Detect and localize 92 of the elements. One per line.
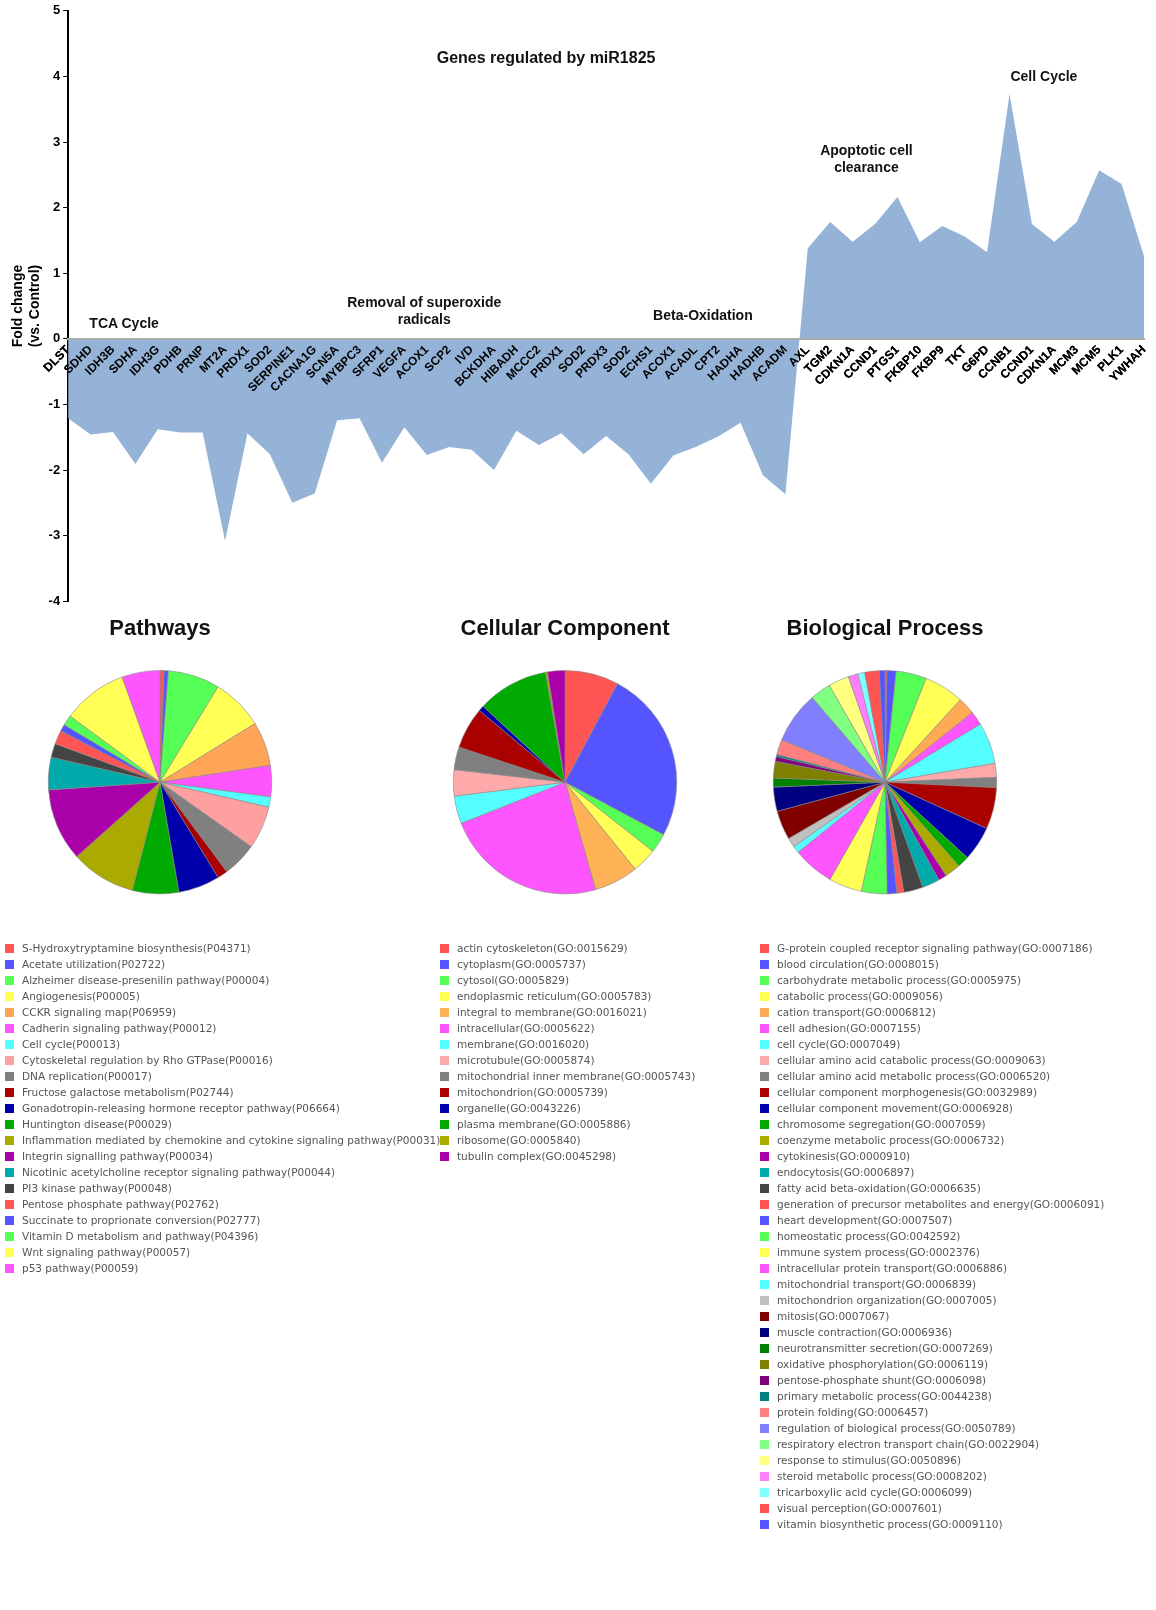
y-tick-label: 1 (52, 264, 61, 280)
y-tick-label: 2 (52, 199, 61, 215)
legend-label: muscle contraction(GO:0006936) (777, 1326, 953, 1338)
legend-label: response to stimulus(GO:0050896) (777, 1454, 962, 1466)
legend-label: blood circulation(GO:0008015) (777, 958, 939, 970)
annotation: Cell Cycle (1010, 67, 1078, 84)
legend-label: intracellular protein transport(GO:0006886) (777, 1262, 1008, 1274)
legend-label: G-protein coupled receptor signaling pathway(GO:0007186) (777, 942, 1093, 954)
legend-label: fatty acid beta-oxidation(GO:0006635) (777, 1182, 981, 1194)
legend-label: mitochondrial inner membrane(GO:0005743) (457, 1070, 696, 1082)
legend-label: endocytosis(GO:0006897) (777, 1166, 915, 1178)
legend-label: cellular component movement(GO:0006928) (777, 1102, 1013, 1114)
legend-label: visual perception(GO:0007601) (777, 1502, 942, 1514)
legend-label: Nicotinic acetylcholine receptor signaling pathway(P00044) (22, 1166, 336, 1178)
legend-label: Cadherin signaling pathway(P00012) (22, 1022, 217, 1034)
legend-label: mitochondrial transport(GO:0006839) (777, 1278, 977, 1290)
legend-label: Wnt signaling pathway(P00057) (22, 1246, 191, 1258)
legend-label: Fructose galactose metabolism(P02744) (22, 1086, 234, 1098)
legend-label: cell adhesion(GO:0007155) (777, 1022, 921, 1034)
legend-label: cellular amino acid catabolic process(GO:0009063) (777, 1054, 1046, 1066)
legend-label: actin cytoskeleton(GO:0015629) (457, 942, 628, 954)
y-tick-label: -3 (48, 527, 61, 543)
legend-label: oxidative phosphorylation(GO:0006119) (777, 1358, 989, 1370)
legend-label: Inflammation mediated by chemokine and cytokine signaling pathway(P00031) (22, 1134, 441, 1146)
legend-label: cytosol(GO:0005829) (457, 974, 570, 986)
legend-label: cell cycle(GO:0007049) (777, 1038, 901, 1050)
legend-label: cytokinesis(GO:0000910) (777, 1150, 911, 1162)
legend-label: mitochondrion organization(GO:0007005) (777, 1294, 997, 1306)
legend-label: neurotransmitter secretion(GO:0007269) (777, 1342, 993, 1354)
annotation: Removal of superoxide radicals (347, 294, 502, 328)
legend-label: cation transport(GO:0006812) (777, 1006, 936, 1018)
legend-label: S-Hydroxytryptamine biosynthesis(P04371) (22, 942, 251, 954)
legend-label: ribosome(GO:0005840) (457, 1134, 581, 1146)
legend-label: pentose-phosphate shunt(GO:0006098) (777, 1374, 987, 1386)
legend-label: immune system process(GO:0002376) (777, 1246, 980, 1258)
legend-label: coenzyme metabolic process(GO:0006732) (777, 1134, 1005, 1146)
legend-label: catabolic process(GO:0009056) (777, 990, 943, 1002)
legend-label: Alzheimer disease-presenilin pathway(P00004) (22, 974, 270, 986)
chart-title: Pathways (109, 615, 211, 641)
chart-title: Cellular Component (460, 615, 671, 641)
chart-title: Biological Process (786, 615, 984, 641)
legend-label: protein folding(GO:0006457) (777, 1406, 929, 1418)
legend-label: Huntington disease(P00029) (22, 1118, 172, 1130)
y-tick-label: 3 (52, 133, 61, 149)
legend-label: Gonadotropin-releasing hormone receptor pathway(P06664) (22, 1102, 340, 1114)
y-tick-label: -4 (48, 592, 61, 608)
legend-label: carbohydrate metabolic process(GO:0005975) (777, 974, 1022, 986)
legend-label: tubulin complex(GO:0045298) (457, 1150, 617, 1162)
legend-label: DNA replication(P00017) (22, 1070, 152, 1082)
y-tick-label: 5 (52, 2, 61, 18)
legend-label: Vitamin D metabolism and pathway(P04396) (22, 1230, 259, 1242)
legend-label: Cytoskeletal regulation by Rho GTPase(P00016) (22, 1054, 273, 1066)
legend-label: mitosis(GO:0007067) (777, 1310, 890, 1322)
legend-label: Integrin signalling pathway(P00034) (22, 1150, 213, 1162)
legend-label: organelle(GO:0043226) (457, 1102, 581, 1114)
legend-label: membrane(GO:0016020) (457, 1038, 590, 1050)
y-axis-title: Fold change (vs. Control) (9, 264, 43, 348)
annotation: Apoptotic cell clearance (820, 141, 913, 175)
legend-label: vitamin biosynthetic process(GO:0009110) (777, 1518, 1003, 1530)
legend-label: p53 pathway(P00059) (22, 1262, 139, 1274)
legend-label: generation of precursor metabolites and energy(GO:0006091) (777, 1198, 1105, 1210)
y-tick-label: 4 (52, 67, 61, 83)
legend-label: cellular amino acid metabolic process(GO:0006520) (777, 1070, 1051, 1082)
legend-label: respiratory electron transport chain(GO:0022904) (777, 1438, 1039, 1450)
legend-label: Acetate utilization(P02722) (22, 958, 166, 970)
legend-label: primary metabolic process(GO:0044238) (777, 1390, 992, 1402)
legend-label: Angiogenesis(P00005) (22, 990, 140, 1002)
legend-label: microtubule(GO:0005874) (457, 1054, 595, 1066)
y-tick-label: -2 (48, 461, 61, 477)
legend-label: Pentose phosphate pathway(P02762) (22, 1198, 219, 1210)
legend-label: tricarboxylic acid cycle(GO:0006099) (777, 1486, 972, 1498)
legend-label: heart development(GO:0007507) (777, 1214, 953, 1226)
legend-label: regulation of biological process(GO:0050789) (777, 1422, 1016, 1434)
legend-label: chromosome segregation(GO:0007059) (777, 1118, 986, 1130)
legend-label: intracellular(GO:0005622) (457, 1022, 595, 1034)
legend-label: cytoplasm(GO:0005737) (457, 958, 586, 970)
legend-label: PI3 kinase pathway(P00048) (22, 1182, 172, 1194)
annotation: Beta-Oxidation (653, 306, 753, 323)
legend-label: steroid metabolic process(GO:0008202) (777, 1470, 987, 1482)
y-tick-label: -1 (48, 395, 61, 411)
legend-label: plasma membrane(GO:0005886) (457, 1118, 631, 1130)
annotation: TCA Cycle (89, 314, 160, 331)
legend-label: integral to membrane(GO:0016021) (457, 1006, 647, 1018)
legend-label: endoplasmic reticulum(GO:0005783) (457, 990, 652, 1002)
text: Genes regulated by miR1825 (436, 49, 656, 67)
y-tick-label: 0 (52, 330, 61, 346)
legend-label: homeostatic process(GO:0042592) (777, 1230, 961, 1242)
legend-label: mitochondrion(GO:0005739) (457, 1086, 608, 1098)
legend-label: CCKR signaling map(P06959) (22, 1006, 177, 1018)
legend-label: cellular component morphogenesis(GO:0032989) (777, 1086, 1037, 1098)
legend-label: Succinate to proprionate conversion(P02777) (22, 1214, 261, 1226)
legend-label: Cell cycle(P00013) (22, 1038, 121, 1050)
